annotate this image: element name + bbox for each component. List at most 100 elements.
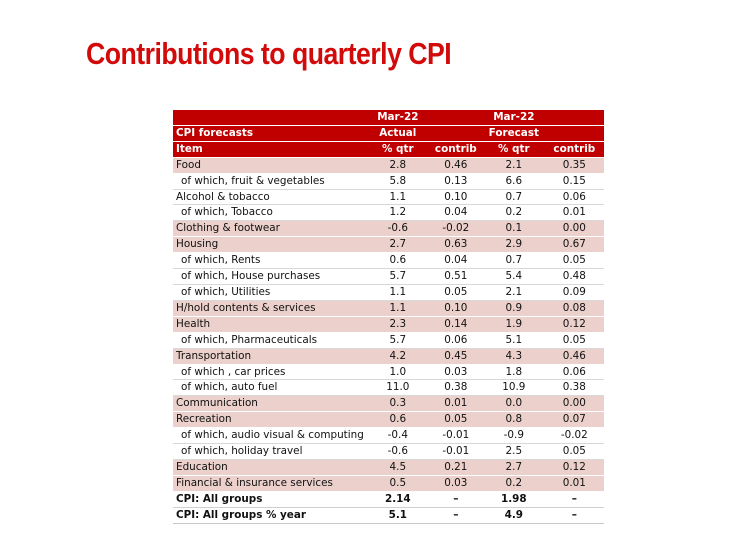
- value-cell: 2.8: [366, 157, 429, 174]
- value-cell: 0.1: [482, 220, 545, 238]
- item-cell: Clothing & footwear: [173, 220, 367, 238]
- value-cell: 4.9: [482, 507, 545, 524]
- item-cell: Communication: [173, 395, 367, 413]
- item-cell: Alcohol & tobacco: [173, 189, 367, 206]
- value-cell: 5.4: [482, 268, 545, 285]
- table-row: of which, auto fuel 11.0 0.38 10.9 0.38: [173, 379, 604, 397]
- value-cell: 0.03: [428, 364, 483, 381]
- item-cell: CPI: All groups: [173, 491, 367, 508]
- item-cell: of which, House purchases: [173, 268, 367, 285]
- value-cell: 0.2: [482, 475, 545, 492]
- value-cell: 4.2: [366, 348, 429, 365]
- value-cell: 5.1: [482, 332, 545, 349]
- value-cell: 0.04: [428, 252, 483, 270]
- value-cell: 2.5: [482, 443, 545, 460]
- item-cell: Financial & insurance services: [173, 475, 367, 492]
- table-row: Education 4.5 0.21 2.7 0.12: [173, 459, 604, 476]
- header-cell: [428, 110, 483, 126]
- value-cell: 1.98: [482, 491, 545, 508]
- table-row: of which, audio visual & computing -0.4 …: [173, 427, 604, 445]
- table-row: of which, Pharmaceuticals 5.7 0.06 5.1 0…: [173, 332, 604, 349]
- table-row: Health 2.3 0.14 1.9 0.12: [173, 316, 604, 333]
- value-cell: 0.5: [366, 475, 429, 492]
- value-cell: 0.06: [544, 364, 604, 381]
- value-cell: 0.09: [544, 284, 604, 301]
- item-cell: of which, Tobacco: [173, 204, 367, 222]
- value-cell: 0.7: [482, 252, 545, 270]
- item-cell: Housing: [173, 236, 367, 254]
- value-cell: 0.05: [544, 252, 604, 270]
- value-cell: 1.0: [366, 364, 429, 381]
- value-cell: 2.7: [366, 236, 429, 254]
- item-cell: Education: [173, 459, 367, 476]
- value-cell: 0.06: [544, 189, 604, 206]
- value-cell: 0.05: [428, 284, 483, 301]
- header-cell: [173, 110, 367, 126]
- table-row: Food 2.8 0.46 2.1 0.35: [173, 157, 604, 174]
- value-cell: 0.6: [366, 252, 429, 270]
- value-cell: 0.03: [428, 475, 483, 492]
- table-row: Recreation 0.6 0.05 0.8 0.07: [173, 411, 604, 429]
- table-row: Housing 2.7 0.63 2.9 0.67: [173, 236, 604, 254]
- value-cell: 1.9: [482, 316, 545, 333]
- value-cell: 1.8: [482, 364, 545, 381]
- value-cell: 0.0: [482, 395, 545, 413]
- value-cell: 0.05: [544, 332, 604, 349]
- value-cell: 6.6: [482, 173, 545, 190]
- value-cell: 0.07: [544, 411, 604, 429]
- value-cell: -0.02: [544, 427, 604, 445]
- value-cell: 0.01: [428, 395, 483, 413]
- value-cell: 1.1: [366, 284, 429, 301]
- value-cell: -0.4: [366, 427, 429, 445]
- table-header-row: CPI forecasts Actual Forecast: [173, 125, 604, 142]
- value-cell: 0.6: [366, 411, 429, 429]
- table-row: Transportation 4.2 0.45 4.3 0.46: [173, 348, 604, 365]
- item-cell: Transportation: [173, 348, 367, 365]
- header-cell: Mar-22: [366, 110, 429, 126]
- item-cell: of which, Utilities: [173, 284, 367, 301]
- header-cell: Mar-22: [482, 110, 545, 126]
- value-cell: 0.12: [544, 316, 604, 333]
- value-cell: 0.63: [428, 236, 483, 254]
- value-cell: –: [428, 507, 483, 524]
- item-cell: Food: [173, 157, 367, 174]
- table-header-row: Item % qtr contrib % qtr contrib: [173, 141, 604, 158]
- table-row: of which, House purchases 5.7 0.51 5.4 0…: [173, 268, 604, 285]
- table-row: Alcohol & tobacco 1.1 0.10 0.7 0.06: [173, 189, 604, 206]
- value-cell: 0.3: [366, 395, 429, 413]
- value-cell: 0.13: [428, 173, 483, 190]
- value-cell: 0.01: [544, 475, 604, 492]
- item-cell: of which, auto fuel: [173, 379, 367, 397]
- value-cell: 0.01: [544, 204, 604, 222]
- value-cell: 0.38: [544, 379, 604, 397]
- header-cell: % qtr: [482, 141, 545, 158]
- value-cell: 0.45: [428, 348, 483, 365]
- header-cell: Item: [173, 141, 367, 158]
- header-cell: % qtr: [366, 141, 429, 158]
- page-title: Contributions to quarterly CPI: [86, 36, 452, 71]
- value-cell: 10.9: [482, 379, 545, 397]
- table-row: of which, fruit & vegetables 5.8 0.13 6.…: [173, 173, 604, 190]
- item-cell: Recreation: [173, 411, 367, 429]
- value-cell: -0.02: [428, 220, 483, 238]
- table-row: of which, holiday travel -0.6 -0.01 2.5 …: [173, 443, 604, 460]
- value-cell: 5.1: [366, 507, 429, 524]
- table-row: of which, Rents 0.6 0.04 0.7 0.05: [173, 252, 604, 270]
- header-cell: Actual: [366, 125, 429, 142]
- item-cell: of which , car prices: [173, 364, 367, 381]
- value-cell: 0.35: [544, 157, 604, 174]
- value-cell: 2.7: [482, 459, 545, 476]
- item-cell: CPI: All groups % year: [173, 507, 367, 524]
- item-cell: of which, Rents: [173, 252, 367, 270]
- value-cell: 0.15: [544, 173, 604, 190]
- value-cell: 5.8: [366, 173, 429, 190]
- value-cell: -0.01: [428, 443, 483, 460]
- value-cell: -0.6: [366, 220, 429, 238]
- value-cell: 0.12: [544, 459, 604, 476]
- value-cell: 0.48: [544, 268, 604, 285]
- value-cell: 1.1: [366, 300, 429, 317]
- value-cell: 0.00: [544, 395, 604, 413]
- value-cell: 5.7: [366, 268, 429, 285]
- value-cell: –: [544, 491, 604, 508]
- value-cell: 2.9: [482, 236, 545, 254]
